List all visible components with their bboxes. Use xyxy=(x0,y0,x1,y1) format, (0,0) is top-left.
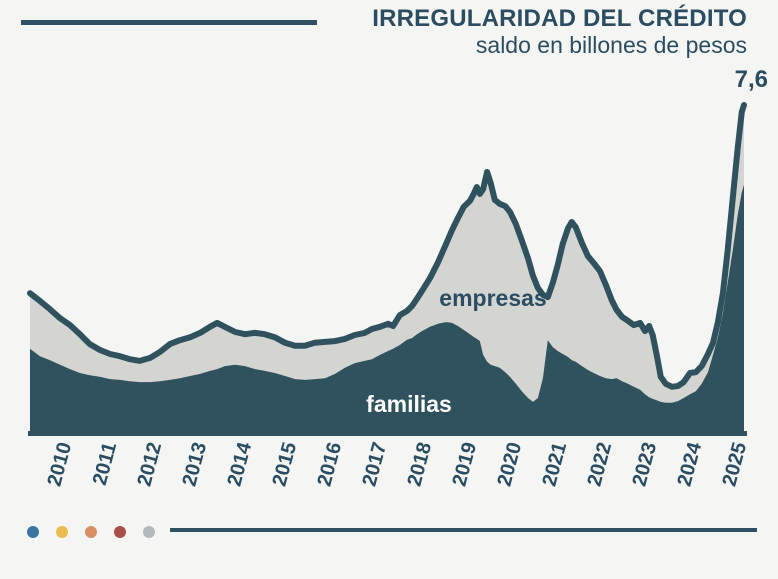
empresas-area xyxy=(30,105,744,433)
empresas-series-label: empresas xyxy=(439,285,547,311)
brand-dot-red xyxy=(114,526,126,538)
peak-value-label: 7,6 xyxy=(734,66,768,93)
total-outline-line xyxy=(27,102,747,390)
brand-dots xyxy=(27,526,155,538)
x-axis-line xyxy=(28,431,747,436)
page-title: IRREGULARIDAD DEL CRÉDITO xyxy=(372,5,747,32)
header: IRREGULARIDAD DEL CRÉDITO saldo en billo… xyxy=(372,5,747,59)
title-rule xyxy=(21,20,317,25)
brand-dot-blue xyxy=(27,526,39,538)
footer-rule xyxy=(170,528,757,532)
familias-series-label: familias xyxy=(366,391,452,417)
brand-dot-gray xyxy=(143,526,155,538)
familias-area xyxy=(30,184,744,433)
page-subtitle: saldo en billones de pesos xyxy=(475,31,747,58)
brand-dot-orange xyxy=(85,526,97,538)
brand-dot-gold xyxy=(56,526,68,538)
